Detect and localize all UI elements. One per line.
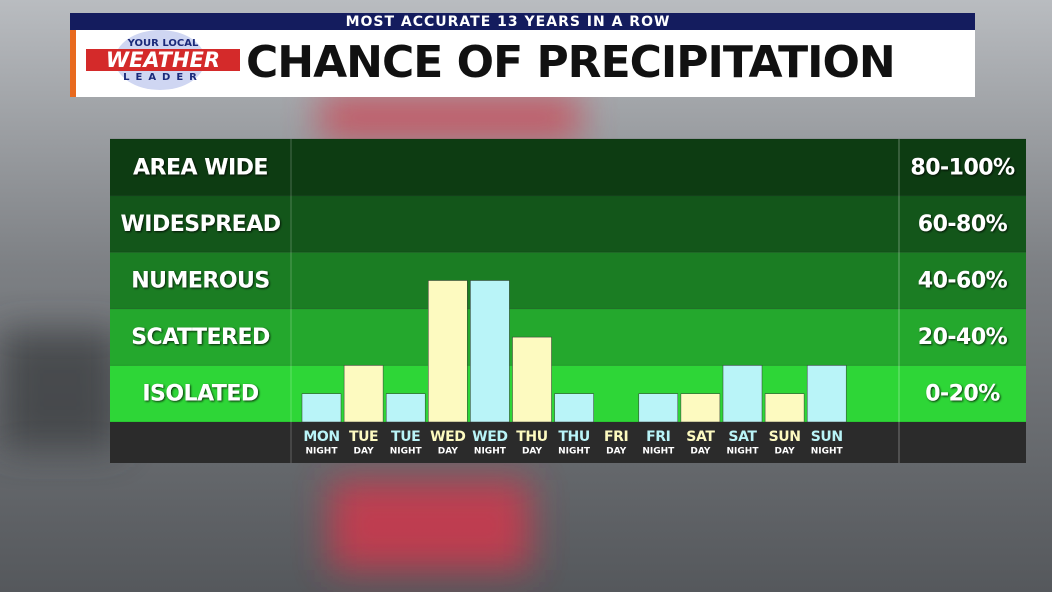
band-label: SCATTERED — [131, 325, 270, 350]
period-label: DAY — [522, 447, 543, 457]
chart-title: CHANCE OF PRECIPITATION — [246, 37, 895, 88]
logo-main: WEATHER — [106, 48, 220, 72]
bar — [512, 336, 552, 423]
subtitle: MOST ACCURATE 13 YEARS IN A ROW — [346, 14, 671, 30]
period-label: NIGHT — [306, 447, 339, 457]
day-label: TUE — [349, 429, 378, 445]
band — [110, 252, 1026, 309]
period-label: NIGHT — [642, 447, 675, 457]
bar — [343, 365, 384, 423]
band-label: WIDESPREAD — [121, 212, 281, 237]
band — [110, 139, 1026, 196]
bar — [722, 365, 763, 423]
period-label: NIGHT — [558, 447, 591, 457]
range-label: 80-100% — [910, 155, 1015, 180]
logo-band — [86, 49, 240, 71]
period-label: NIGHT — [390, 447, 423, 457]
range-label: 0-20% — [925, 382, 1000, 407]
bar — [301, 393, 342, 423]
day-label: MON — [303, 429, 339, 445]
period-label: NIGHT — [474, 447, 507, 457]
band — [110, 308, 1026, 366]
range-label: 40-60% — [918, 269, 1008, 294]
subtitle-bar — [70, 13, 975, 30]
day-label: WED — [430, 429, 465, 445]
day-label: TUE — [391, 429, 420, 445]
band-label: ISOLATED — [142, 382, 259, 407]
bar — [680, 393, 721, 423]
period-label: DAY — [354, 447, 375, 457]
bar — [385, 393, 426, 423]
bar — [428, 280, 468, 423]
day-label: WED — [472, 429, 507, 445]
logo-bottom: LEADER — [123, 72, 203, 83]
period-label: DAY — [775, 447, 796, 457]
bar — [470, 280, 510, 423]
logo-top: YOUR LOCAL — [127, 38, 199, 49]
band-label: AREA WIDE — [133, 155, 268, 180]
period-label: NIGHT — [727, 447, 760, 457]
accent — [70, 30, 76, 97]
day-label: FRI — [604, 429, 628, 445]
footer-row — [110, 422, 1026, 463]
bar — [806, 365, 847, 423]
bar — [764, 393, 805, 423]
panel: ISOLATED 0-20% SCATTERED 20-40% NUMEROUS 40-6… — [110, 138, 1026, 463]
period-label: DAY — [690, 447, 711, 457]
day-label: FRI — [646, 429, 670, 445]
day-label: THU — [558, 429, 589, 445]
range-label: 20-40% — [918, 325, 1008, 350]
period-label: DAY — [438, 447, 459, 457]
day-label: SAT — [728, 429, 757, 445]
band-label: NUMEROUS — [131, 269, 270, 294]
bar — [554, 393, 594, 423]
range-label: 60-80% — [918, 212, 1008, 237]
bar — [638, 393, 679, 423]
background-blur — [0, 95, 580, 570]
period-label: NIGHT — [811, 447, 844, 457]
day-label: THU — [516, 429, 547, 445]
band — [110, 195, 1026, 253]
day-label: SUN — [811, 429, 843, 445]
day-label: SAT — [686, 429, 715, 445]
period-label: DAY — [606, 447, 627, 457]
day-label: SUN — [769, 429, 801, 445]
